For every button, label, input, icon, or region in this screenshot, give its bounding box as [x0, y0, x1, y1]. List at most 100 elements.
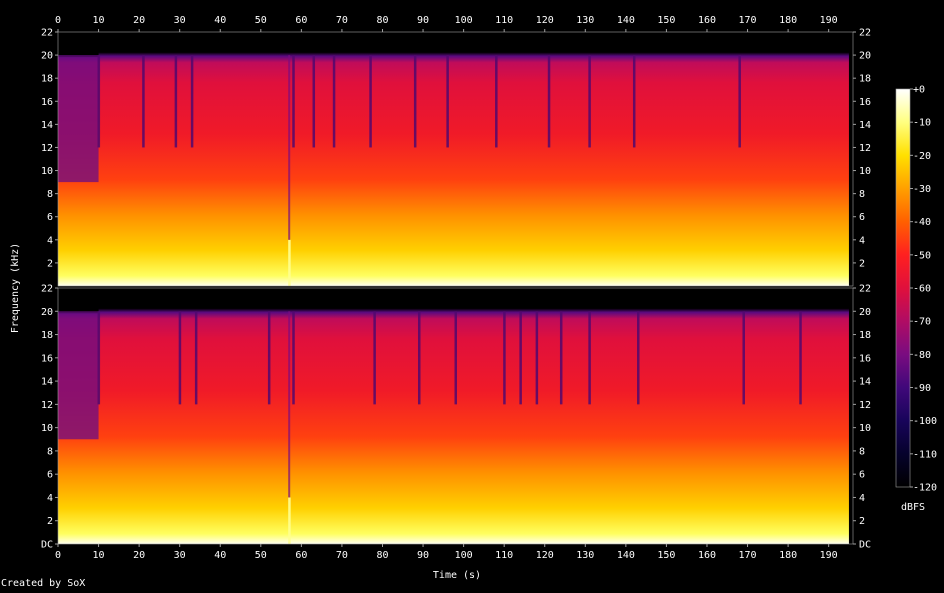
trailing-silence — [848, 32, 853, 286]
y-tick-label: 14 — [41, 120, 53, 131]
x-tick-label-top: 90 — [417, 15, 429, 26]
y-tick-label-right: 4 — [859, 493, 865, 504]
y-tick-label-right: DC — [859, 540, 871, 551]
dropout-notch — [312, 55, 316, 148]
dropout-notch — [547, 55, 551, 148]
quiet-segment-top — [58, 288, 99, 314]
x-axis-label: Time (s) — [433, 570, 481, 581]
y-tick-label-right: 14 — [859, 377, 871, 388]
y-tick-label-right: 2 — [859, 258, 865, 269]
y-tick-label: 8 — [47, 189, 53, 200]
y-tick-label-right: 4 — [859, 235, 865, 246]
x-tick-label-top: 80 — [376, 15, 388, 26]
x-tick-label: 190 — [820, 550, 838, 561]
y-tick-label-right: 20 — [859, 307, 871, 318]
dropout-notch — [190, 55, 194, 148]
colorbar-tick-label: -90 — [913, 383, 931, 394]
y-tick-label-right: 18 — [859, 74, 871, 85]
y-tick-label: 10 — [41, 166, 53, 177]
x-tick-label-top: 70 — [336, 15, 348, 26]
dropout-notch — [742, 311, 745, 405]
y-tick-label-right: 12 — [859, 400, 871, 411]
x-tick-label: 10 — [93, 550, 105, 561]
dropout-notch — [632, 55, 636, 148]
y-tick-label: 22 — [41, 28, 53, 39]
y-tick-label: 16 — [41, 353, 53, 364]
y-tick-label-right: 10 — [859, 166, 871, 177]
colorbar-label: dBFS — [901, 502, 925, 513]
x-tick-label-top: 160 — [698, 15, 716, 26]
spectrum-fill — [58, 32, 853, 286]
x-tick-label-top: 130 — [576, 15, 594, 26]
x-tick-label: 150 — [657, 550, 675, 561]
transient-column — [288, 239, 291, 286]
colorbar — [896, 89, 910, 487]
x-tick-label: 50 — [255, 550, 267, 561]
y-tick-label-right: 6 — [859, 470, 865, 481]
colorbar-tick-label: +0 — [913, 85, 925, 96]
colorbar-tick-label: -70 — [913, 317, 931, 328]
colorbar-tick-label: -120 — [913, 483, 937, 494]
x-tick-label: 180 — [779, 550, 797, 561]
x-tick-label: 40 — [214, 550, 226, 561]
y-tick-label-right: 20 — [859, 51, 871, 62]
y-tick-label: 18 — [41, 74, 53, 85]
x-tick-label: 110 — [495, 550, 513, 561]
x-tick-label: 30 — [174, 550, 186, 561]
quiet-segment-top — [58, 32, 99, 58]
y-tick-label: 10 — [41, 423, 53, 434]
dropout-notch — [332, 55, 336, 148]
y-tick-label: 12 — [41, 400, 53, 411]
colorbar-tick-label: -100 — [913, 416, 937, 427]
dropout-notch — [495, 55, 498, 148]
y-tick-label: 16 — [41, 97, 53, 108]
y-tick-label-right: 10 — [859, 423, 871, 434]
dropout-notch — [637, 311, 640, 405]
y-tick-label-right: 8 — [859, 446, 865, 457]
panel-frame — [57, 31, 854, 287]
y-tick-label: 12 — [41, 143, 53, 154]
x-tick-label-top: 110 — [495, 15, 513, 26]
y-axis-label: Frequency (kHz) — [10, 243, 21, 333]
x-tick-label: 20 — [133, 550, 145, 561]
colorbar-tick-label: -80 — [913, 350, 931, 361]
y-tick-label: 4 — [47, 493, 53, 504]
y-tick-label: 20 — [41, 51, 53, 62]
x-tick-label: 0 — [55, 550, 61, 561]
dropout-notch — [292, 55, 295, 148]
dropout-notch — [799, 311, 802, 405]
y-tick-label-right: 2 — [859, 516, 865, 527]
x-tick-label-top: 170 — [739, 15, 757, 26]
y-tick-label-right: 16 — [859, 97, 871, 108]
x-tick-label-top: 20 — [133, 15, 145, 26]
dropout-notch — [503, 311, 506, 405]
colorbar-tick-label: -40 — [913, 217, 931, 228]
y-tick-label: 8 — [47, 446, 53, 457]
dropout-notch — [174, 55, 178, 148]
y-tick-label-right: 8 — [859, 189, 865, 200]
y-tick-label-right: 16 — [859, 353, 871, 364]
dropout-notch — [417, 311, 421, 405]
channel-2-spectrogram — [58, 288, 853, 544]
colorbar-tick-label: -20 — [913, 151, 931, 162]
x-tick-label-top: 190 — [820, 15, 838, 26]
x-tick-label-top: 60 — [295, 15, 307, 26]
channel-1-spectrogram — [58, 32, 853, 286]
x-tick-label: 90 — [417, 550, 429, 561]
y-tick-label-right: 18 — [859, 330, 871, 341]
x-tick-label-top: 10 — [93, 15, 105, 26]
quiet-segment — [58, 55, 99, 183]
created-by-credit: Created by SoX — [1, 578, 86, 589]
x-tick-label-top: 150 — [657, 15, 675, 26]
y-tick-label: 22 — [41, 284, 53, 295]
dropout-notch — [373, 311, 376, 405]
dropout-notch — [588, 311, 591, 405]
dropout-notch — [738, 55, 741, 148]
quiet-segment — [58, 311, 99, 440]
y-tick-label: 2 — [47, 258, 53, 269]
x-tick-label-top: 140 — [617, 15, 635, 26]
y-tick-label-right: 12 — [859, 143, 871, 154]
dropout-notch — [413, 55, 417, 148]
dropout-notch — [559, 311, 563, 405]
colorbar-tick-label: -10 — [913, 118, 931, 129]
